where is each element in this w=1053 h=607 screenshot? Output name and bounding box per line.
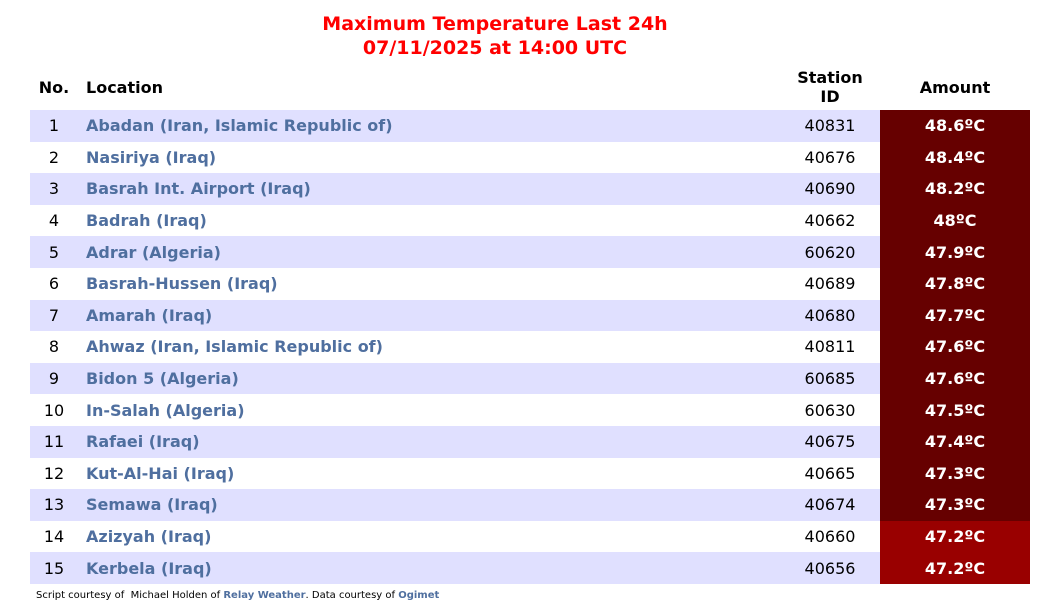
- row-number: 10: [43, 400, 65, 420]
- location-link[interactable]: Azizyah (Iraq): [86, 527, 212, 547]
- header-station-line1: Station: [797, 68, 863, 87]
- station-id: 40675: [780, 425, 880, 458]
- amount-cell: 47.2ºC: [880, 552, 1030, 584]
- footer-middle: . Data courtesy of: [305, 590, 399, 601]
- station-id: 60620: [780, 236, 880, 268]
- amount-cell: 47.6ºC: [880, 331, 1030, 363]
- table-row: 7 Amarah (Iraq) 40680 47.7ºC: [30, 299, 1030, 332]
- row-number: 11: [30, 425, 78, 458]
- station-id: 40674: [780, 489, 880, 521]
- amount-cell: 47.2ºC: [880, 520, 1030, 553]
- page-title: Maximum Temperature Last 24h 07/11/2025 …: [0, 12, 990, 60]
- location-link[interactable]: Ahwaz (Iran, Islamic Republic of): [86, 337, 383, 357]
- row-number: 8: [48, 337, 60, 357]
- amount-cell: 47.3ºC: [880, 489, 1030, 521]
- row-number: 4: [48, 211, 60, 231]
- row-number: 7: [30, 299, 78, 332]
- table-row: 5 Adrar (Algeria) 60620 47.9ºC: [30, 236, 1030, 268]
- station-id: 60685: [780, 362, 880, 395]
- table-row: 9 Bidon 5 (Algeria) 60685 47.6ºC: [30, 362, 1030, 395]
- amount-cell: 48.2ºC: [880, 173, 1030, 205]
- row-number: 9: [30, 362, 78, 395]
- amount-cell: 47.9ºC: [880, 236, 1030, 268]
- table-row: 11 Rafaei (Iraq) 40675 47.4ºC: [30, 425, 1030, 458]
- row-number: 6: [48, 274, 60, 294]
- location-link[interactable]: In-Salah (Algeria): [86, 400, 245, 420]
- table-row: 15 Kerbela (Iraq) 40656 47.2ºC: [30, 552, 1030, 584]
- header-location: Location: [86, 77, 163, 97]
- amount-cell: 47.3ºC: [880, 457, 1030, 490]
- location-link[interactable]: Abadan (Iran, Islamic Republic of): [78, 110, 780, 142]
- row-number: 12: [43, 463, 65, 483]
- station-id: 40690: [780, 173, 880, 205]
- table-row: 12 Kut-Al-Hai (Iraq) 40665 47.3ºC: [30, 457, 1030, 490]
- station-id: 40689: [804, 274, 856, 294]
- row-number: 1: [30, 110, 78, 142]
- table-row: 8 Ahwaz (Iran, Islamic Republic of) 4081…: [30, 331, 1030, 363]
- header-station-line2: ID: [820, 87, 840, 106]
- location-link[interactable]: Amarah (Iraq): [78, 299, 780, 332]
- row-number: 15: [30, 552, 78, 584]
- header-amount: Amount: [919, 77, 991, 97]
- station-id: 40656: [780, 552, 880, 584]
- location-link[interactable]: Semawa (Iraq): [78, 489, 780, 521]
- table-row: 13 Semawa (Iraq) 40674 47.3ºC: [30, 489, 1030, 521]
- station-id: 40662: [804, 211, 856, 231]
- station-id: 40660: [804, 527, 856, 547]
- temperature-table: No. Location Station ID Amount 1 Abadan (…: [30, 64, 1030, 584]
- amount-cell: 48.6ºC: [880, 110, 1030, 142]
- row-number: 3: [30, 173, 78, 205]
- table-row: 3 Basrah Int. Airport (Iraq) 40690 48.2º…: [30, 173, 1030, 205]
- row-number: 2: [48, 147, 60, 167]
- header-station-id: Station ID: [780, 64, 880, 110]
- location-link[interactable]: Bidon 5 (Algeria): [78, 362, 780, 395]
- station-id: 60630: [804, 400, 856, 420]
- footer-prefix: Script courtesy of Michael Holden of: [36, 590, 224, 601]
- location-link[interactable]: Badrah (Iraq): [86, 211, 207, 231]
- amount-cell: 47.6ºC: [880, 362, 1030, 395]
- header-no: No.: [38, 77, 70, 97]
- amount-cell: 47.4ºC: [880, 425, 1030, 458]
- location-link[interactable]: Basrah Int. Airport (Iraq): [78, 173, 780, 205]
- location-link[interactable]: Kerbela (Iraq): [78, 552, 780, 584]
- title-line-2: 07/11/2025 at 14:00 UTC: [362, 37, 628, 59]
- table-row: 4 Badrah (Iraq) 40662 48ºC: [30, 204, 1030, 237]
- station-id: 40680: [780, 299, 880, 332]
- relay-weather-link[interactable]: Relay Weather: [223, 590, 306, 601]
- station-id: 40665: [804, 463, 856, 483]
- amount-cell: 47.8ºC: [880, 267, 1030, 300]
- table-row: 6 Basrah-Hussen (Iraq) 40689 47.8ºC: [30, 267, 1030, 300]
- table-row: 10 In-Salah (Algeria) 60630 47.5ºC: [30, 394, 1030, 426]
- title-line-1: Maximum Temperature Last 24h: [322, 13, 668, 35]
- location-link[interactable]: Rafaei (Iraq): [78, 425, 780, 458]
- ogimet-link[interactable]: Ogimet: [398, 590, 440, 601]
- row-number: 5: [30, 236, 78, 268]
- location-link[interactable]: Kut-Al-Hai (Iraq): [86, 463, 235, 483]
- station-id: 40831: [780, 110, 880, 142]
- table-row: 14 Azizyah (Iraq) 40660 47.2ºC: [30, 520, 1030, 553]
- amount-cell: 47.5ºC: [880, 394, 1030, 426]
- location-link[interactable]: Adrar (Algeria): [78, 236, 780, 268]
- row-number: 13: [30, 489, 78, 521]
- amount-cell: 48.4ºC: [880, 141, 1030, 174]
- amount-cell: 48ºC: [880, 204, 1030, 237]
- footer-credits: Script courtesy of Michael Holden of Rel…: [36, 590, 439, 601]
- location-link[interactable]: Nasiriya (Iraq): [86, 147, 217, 167]
- header-row: No. Location Station ID Amount: [30, 64, 1030, 110]
- station-id: 40676: [804, 147, 856, 167]
- row-number: 14: [43, 527, 65, 547]
- table-row: 2 Nasiriya (Iraq) 40676 48.4ºC: [30, 141, 1030, 174]
- table-row: 1 Abadan (Iran, Islamic Republic of) 408…: [30, 110, 1030, 142]
- amount-cell: 47.7ºC: [880, 299, 1030, 332]
- station-id: 40811: [804, 337, 856, 357]
- location-link[interactable]: Basrah-Hussen (Iraq): [86, 274, 278, 294]
